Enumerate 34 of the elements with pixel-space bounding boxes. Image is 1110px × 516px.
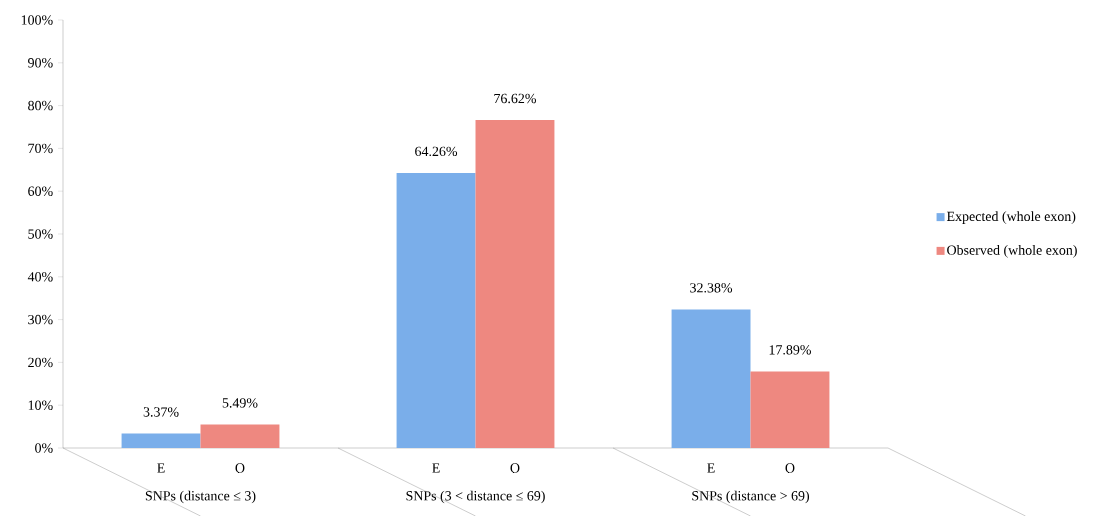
legend-label: Observed (whole exon) (947, 244, 1077, 258)
y-tick-label: 30% (28, 314, 53, 325)
legend-label: Expected (whole exon) (946, 211, 1076, 224)
data-label: 64.26% (415, 146, 458, 157)
y-tick-label: 50% (28, 229, 53, 239)
bar (200, 424, 280, 448)
bar (475, 120, 555, 448)
data-label: 32.38% (690, 283, 733, 293)
text: O (235, 463, 245, 473)
text: O (785, 463, 795, 473)
y-tick-label: 20% (28, 357, 53, 368)
data-label: 3.37% (143, 407, 179, 417)
data-label: 76.62% (494, 93, 536, 104)
text: E (157, 463, 165, 473)
bar (396, 172, 476, 448)
bar (671, 309, 751, 448)
y-tick-label: 10% (28, 400, 53, 410)
y-tick-label: 0% (35, 443, 53, 453)
y-tick-label: 40% (27, 272, 53, 282)
text: E (432, 463, 440, 473)
text: E (707, 463, 715, 473)
y-tick-label: 80% (28, 100, 53, 111)
x-tick-label: SNPs (distance > 69) (692, 490, 810, 504)
x-tick-label: SNPs (distance ≤ 3) (145, 490, 256, 504)
y-tick-label: 90% (28, 58, 53, 68)
data-label: 5.49% (222, 398, 258, 408)
bar (750, 371, 830, 448)
y-tick-label: 70% (28, 143, 53, 154)
text: O (510, 463, 520, 473)
y-tick-label: 100% (21, 15, 53, 25)
y-tick-label: 60% (28, 186, 53, 196)
bar (121, 433, 201, 448)
data-label: 17.89% (769, 345, 811, 355)
x-tick-label: SNPs (3 < distance ≤ 69) (406, 490, 545, 504)
